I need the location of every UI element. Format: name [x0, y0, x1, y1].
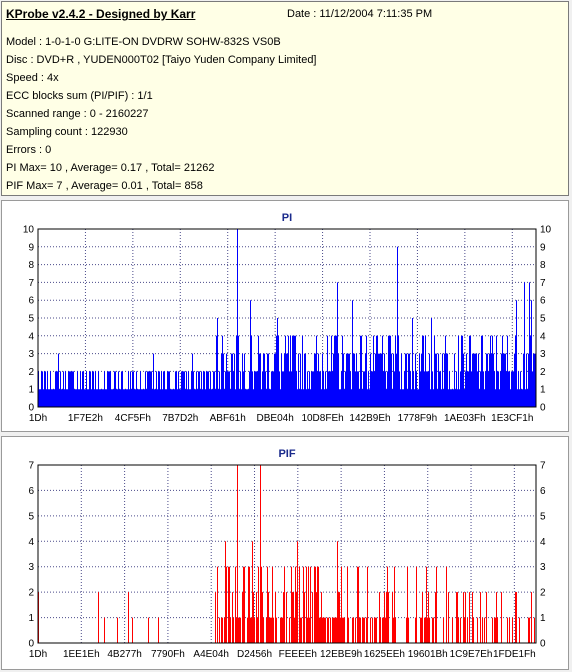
info-scanned-range: Scanned range : 0 - 2160227: [6, 108, 149, 120]
scan-date: Date : 11/12/2004 7:11:35 PM: [287, 8, 433, 20]
y-tick-label-left: 5: [28, 314, 34, 325]
chart-title: PI: [282, 212, 292, 224]
y-tick-label-left: 3: [28, 562, 34, 573]
y-tick-label-right: 5: [540, 511, 546, 522]
y-tick-label-right: 2: [540, 588, 546, 599]
x-tick-label: DBE04h: [257, 413, 294, 424]
app-title: KProbe v2.4.2 - Designed by Karr: [6, 7, 196, 21]
x-tick-label: 4B277h: [107, 649, 141, 660]
x-tick-label: D2456h: [237, 649, 272, 660]
x-tick-label: 1AE03Fh: [444, 413, 486, 424]
x-tick-label: 1E3CF1h: [491, 413, 533, 424]
y-tick-label-left: 1: [28, 613, 34, 624]
y-tick-label-right: 6: [540, 486, 546, 497]
info-speed: Speed : 4x: [6, 72, 59, 84]
y-tick-label-right: 3: [540, 562, 546, 573]
info-pif-stats: PIF Max= 7 , Average= 0.01 , Total= 858: [6, 180, 203, 192]
y-tick-label-left: 10: [23, 225, 35, 236]
y-tick-label-right: 2: [540, 367, 546, 378]
y-tick-label-right: 3: [540, 349, 546, 360]
y-tick-label-left: 7: [28, 278, 34, 289]
y-tick-label-left: 4: [28, 331, 34, 342]
bar-series: [38, 465, 535, 643]
y-tick-label-right: 0: [540, 403, 546, 414]
pif-chart-panel: PIF 0 0 1 1 2 2 3 3 4 4 5 5 6 6 7 7 1Dh 1EE1Eh 4B277h 7790Fh…: [1, 436, 569, 670]
x-tick-label: 12EBE9h: [320, 649, 362, 660]
info-errors: Errors : 0: [6, 144, 52, 156]
y-tick-label-left: 1: [28, 385, 34, 396]
info-sampling-count: Sampling count : 122930: [6, 126, 128, 138]
y-tick-label-left: 5: [28, 511, 34, 522]
y-tick-label-left: 3: [28, 349, 34, 360]
y-tick-label-left: 8: [28, 260, 34, 271]
x-tick-label: 7790Fh: [151, 649, 185, 660]
x-tick-label: A4E04h: [193, 649, 229, 660]
y-tick-label-left: 6: [28, 296, 34, 307]
x-tick-label: 1FDE1Fh: [493, 649, 536, 660]
y-tick-label-right: 8: [540, 260, 546, 271]
x-tick-label: FEEEEh: [279, 649, 317, 660]
info-pi-stats: PI Max= 10 , Average= 0.17 , Total= 2126…: [6, 162, 215, 174]
info-model: Model : 1-0-1-0 G:LITE-ON DVDRW SOHW-832…: [6, 36, 281, 48]
x-tick-label: 1Dh: [29, 413, 47, 424]
plot-border: [37, 228, 537, 408]
x-tick-label: 1C9E7Eh: [450, 649, 493, 660]
y-tick-label-left: 7: [28, 461, 34, 472]
x-tick-label: 142B9Eh: [349, 413, 390, 424]
y-tick-label-right: 7: [540, 461, 546, 472]
info-disc: Disc : DVD+R , YUDEN000T02 [Taiyo Yuden …: [6, 54, 317, 66]
y-tick-label-left: 6: [28, 486, 34, 497]
x-tick-label: 10D8FEh: [301, 413, 343, 424]
y-tick-label-left: 0: [28, 639, 34, 650]
x-tick-label: 1625EEh: [364, 649, 405, 660]
pi-chart-panel: PI 0 0 1 1 2 2 3 3 4 4 5 5 6 6 7 7 8 8 9 9 10 10 1Dh 1F7E2h 4CF5F…: [1, 200, 569, 432]
y-tick-label-left: 9: [28, 242, 34, 253]
y-tick-label-left: 4: [28, 537, 34, 548]
x-tick-label: 1Dh: [29, 649, 47, 660]
x-tick-label: 1778F9h: [398, 413, 437, 424]
info-ecc-sum: ECC blocks sum (PI/PIF) : 1/1: [6, 90, 153, 102]
pi-chart: PI 0 0 1 1 2 2 3 3 4 4 5 5 6 6 7 7 8 8 9 9 10 10 1Dh 1F7E2h 4CF5F…: [23, 212, 552, 424]
x-tick-label: 1EE1Eh: [63, 649, 100, 660]
x-tick-label: 4CF5Fh: [115, 413, 151, 424]
pif-chart: PIF 0 0 1 1 2 2 3 3 4 4 5 5 6 6 7 7 1Dh 1EE1Eh 4B277h 7790Fh…: [28, 448, 546, 660]
x-tick-label: 19601Bh: [408, 649, 448, 660]
x-tick-label: 7B7D2h: [162, 413, 198, 424]
y-tick-label-right: 0: [540, 639, 546, 650]
y-tick-label-right: 10: [540, 225, 552, 236]
x-tick-label: 1F7E2h: [68, 413, 103, 424]
y-tick-label-right: 4: [540, 537, 546, 548]
y-tick-label-right: 1: [540, 385, 546, 396]
y-tick-label-right: 7: [540, 278, 546, 289]
y-tick-label-left: 0: [28, 403, 34, 414]
disc-info-panel: KProbe v2.4.2 - Designed by Karr Date : …: [1, 1, 569, 196]
y-tick-label-right: 9: [540, 242, 546, 253]
chart-title: PIF: [278, 448, 295, 460]
y-tick-label-left: 2: [28, 588, 34, 599]
bar-series: [38, 229, 536, 407]
y-tick-label-right: 1: [540, 613, 546, 624]
x-tick-label: ABF61h: [210, 413, 246, 424]
y-tick-label-right: 5: [540, 314, 546, 325]
plot-border: [37, 464, 537, 644]
y-tick-label-right: 4: [540, 331, 546, 342]
y-tick-label-left: 2: [28, 367, 34, 378]
y-tick-label-right: 6: [540, 296, 546, 307]
